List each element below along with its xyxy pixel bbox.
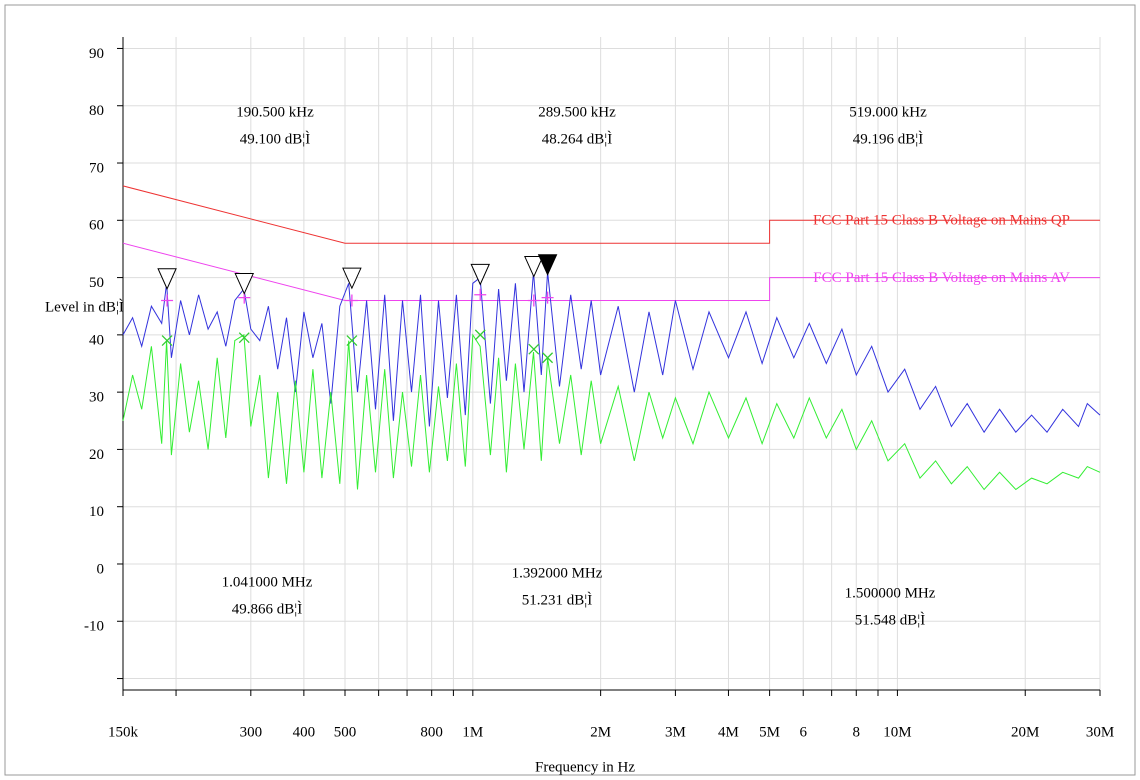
annotation-level: 49.196 dB¦Ì [853, 130, 924, 147]
annotation-level: 49.866 dB¦Ì [232, 600, 303, 617]
x-tick-label: 1M [462, 724, 483, 740]
x-tick-label: 8 [853, 724, 861, 740]
y-tick-label: 20 [89, 447, 104, 463]
series-line [122, 185, 1100, 244]
y-tick-label: 0 [97, 561, 105, 577]
y-axis-label: Level in dB¦Ì [45, 298, 124, 315]
measure-point [474, 329, 486, 341]
legend-label: FCC Part 15 Class B Voltage on Mains AV [813, 270, 1070, 286]
measure-point [527, 294, 540, 307]
peak-marker [524, 256, 544, 278]
x-tick-label: 10M [883, 724, 911, 740]
y-tick-label: 90 [89, 46, 104, 62]
annotation-frequency: 289.500 kHz [538, 104, 616, 120]
y-tick-label: -10 [84, 619, 104, 635]
y-tick-label: 60 [89, 218, 104, 234]
y-tick-label: 80 [89, 103, 104, 119]
annotation-frequency: 1.392000 MHz [512, 565, 603, 581]
x-axis-label: Frequency in Hz [535, 759, 635, 775]
annotation-frequency: 519.000 kHz [849, 104, 927, 120]
x-tick-label: 300 [240, 724, 263, 740]
annotation-frequency: 1.041000 MHz [222, 574, 313, 590]
measure-point [238, 332, 250, 344]
peak-marker [470, 263, 491, 286]
x-tick-label: 4M [718, 724, 739, 740]
y-tick-label: 50 [89, 275, 104, 291]
measure-point [542, 352, 554, 364]
x-tick-label: 20M [1011, 724, 1039, 740]
annotation-level: 49.100 dB¦Ì [240, 130, 311, 147]
annotation-level: 51.231 dB¦Ì [522, 591, 593, 608]
x-tick-label: 150k [108, 724, 139, 740]
measure-point [346, 335, 358, 347]
measure-point [541, 291, 554, 304]
x-tick-label: 2M [590, 724, 611, 740]
x-tick-label: 500 [334, 724, 357, 740]
x-tick-label: 6 [799, 724, 807, 740]
measure-point [528, 343, 540, 355]
annotation-level: 51.548 dB¦Ì [855, 611, 926, 628]
legend-label: FCC Part 15 Class B Voltage on Mains QP [813, 213, 1070, 229]
y-tick-label: 70 [89, 160, 104, 176]
x-tick-label: 800 [420, 724, 443, 740]
peak-marker [537, 254, 558, 276]
y-tick-label: 40 [89, 332, 104, 348]
series-line [122, 333, 1101, 491]
annotation-level: 48.264 dB¦Ì [542, 130, 613, 147]
measure-point [161, 335, 173, 347]
x-tick-label: 3M [665, 724, 686, 740]
series-line [122, 271, 1101, 434]
peak-marker [157, 268, 177, 290]
x-tick-label: 400 [293, 724, 316, 740]
x-tick-label: 30M [1086, 724, 1114, 740]
x-tick-label: 5M [759, 724, 780, 740]
annotation-frequency: 190.500 kHz [236, 104, 314, 120]
peak-marker [342, 267, 362, 290]
measure-point [345, 294, 358, 307]
y-tick-label: 30 [89, 390, 104, 406]
series-line [122, 242, 1100, 301]
frame [4, 4, 1136, 776]
y-tick-label: 10 [89, 504, 104, 520]
measure-point [161, 294, 174, 307]
annotation-frequency: 1.500000 MHz [845, 585, 936, 601]
measure-point [474, 288, 487, 301]
peak-marker [234, 273, 255, 295]
